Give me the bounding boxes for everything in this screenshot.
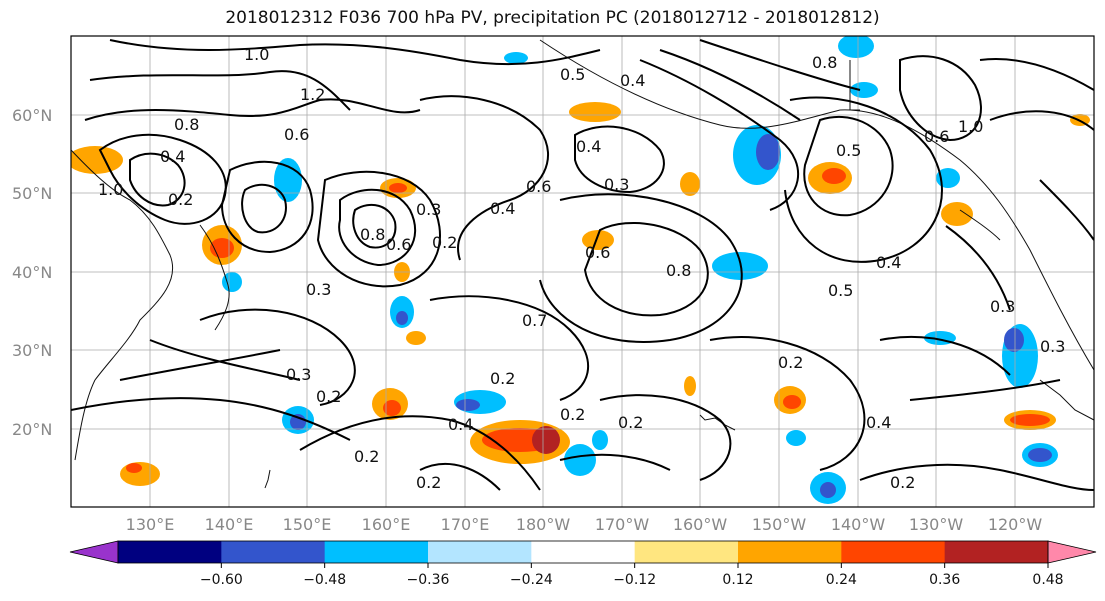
contour-label: 0.8 [174,115,199,134]
lon-label: 150°E [283,515,332,534]
contour-label: 0.6 [924,127,949,146]
contour-label: 0.2 [316,387,341,406]
contour-label: 0.3 [306,280,331,299]
colorbar-tick-label: −0.12 [613,572,656,588]
contour-label: 0.4 [876,253,901,272]
contour-label: 1.0 [958,117,983,136]
contour-labels: 1.0 1.2 0.8 0.6 0.4 0.2 1.0 0.3 0.8 0.6 … [98,45,1065,492]
contour-label: 0.2 [778,353,803,372]
contour-label: 0.2 [890,473,915,492]
contour-label: 0.2 [432,233,457,252]
contour-label: 0.5 [560,65,585,84]
colorbar-tick-label: 0.24 [826,572,857,588]
contour-label: 0.2 [618,413,643,432]
colorbar-segment [118,541,222,563]
contour-label: 1.2 [300,85,325,104]
lon-label: 120°W [988,515,1043,534]
lon-label: 150°W [752,515,807,534]
colorbar-segment [634,541,739,563]
colorbar-tick-label: −0.48 [303,572,346,588]
lat-label: 40°N [12,263,52,282]
contour-label: 0.2 [354,447,379,466]
latitude-labels: 60°N 50°N 40°N 30°N 20°N [12,106,52,439]
pv-contours [71,39,1094,491]
contour-label: 0.6 [284,125,309,144]
colorbar-segment [428,541,532,563]
lat-label: 50°N [12,184,52,203]
lat-label: 60°N [12,106,52,125]
lat-label: 30°N [12,341,52,360]
lon-label: 160°W [673,515,728,534]
colorbar-segment [841,541,946,563]
lon-label: 130°E [126,515,175,534]
contour-label: 0.5 [828,281,853,300]
contour-label: 0.2 [416,473,441,492]
contour-label: 0.2 [168,190,193,209]
map-plot-area: 1.0 1.2 0.8 0.6 0.4 0.2 1.0 0.3 0.8 0.6 … [71,36,1094,507]
contour-label: 0.3 [990,297,1015,316]
lon-label: 170°W [595,515,650,534]
contour-label: 0.4 [576,137,601,156]
colorbar-tick-label: 0.48 [1032,572,1063,588]
contour-label: 0.3 [1040,337,1065,356]
colorbar-extend-min [69,540,119,564]
contour-label: 0.5 [836,141,861,160]
colorbar-segment [944,541,1049,563]
coastlines [71,39,1094,489]
map-frame [70,35,1095,508]
colorbar-frame [117,540,1049,564]
colorbar-segment [738,541,842,563]
contour-label: 1.0 [244,45,269,64]
lon-label: 170°E [441,515,490,534]
lat-label: 20°N [12,420,52,439]
contour-label: 0.7 [522,311,547,330]
contour-label: 0.2 [560,405,585,424]
lon-label: 160°E [362,515,411,534]
contour-label: 0.8 [812,53,837,72]
colorbar-tick-label: 0.12 [722,572,753,588]
contour-label: 0.2 [490,369,515,388]
colorbar-segment [324,541,429,563]
contour-label: 0.6 [526,177,551,196]
lon-label: 140°E [205,515,254,534]
contour-label: 0.6 [585,243,610,262]
colorbar-tick-label: 0.36 [929,572,960,588]
map-title: 2018012312 F036 700 hPa PV, precipitatio… [225,8,880,28]
contour-label: 1.0 [98,180,123,199]
contour-label: 0.4 [448,415,473,434]
lon-label: 130°W [909,515,964,534]
colorbar-tick-label: −0.60 [200,572,243,588]
colorbar-extend-max [1047,540,1097,564]
colorbar-tick-label: −0.24 [510,572,553,588]
lon-label: 140°W [831,515,886,534]
contour-label: 0.6 [386,235,411,254]
contour-label: 0.8 [666,261,691,280]
contour-label: 0.8 [360,225,385,244]
lon-label: 180°W [516,515,571,534]
contour-label: 0.4 [866,413,891,432]
contour-label: 0.4 [620,71,645,90]
colorbar-tick-label: −0.36 [407,572,450,588]
contour-label: 0.3 [604,175,629,194]
longitude-labels: 130°E 140°E 150°E 160°E 170°E 180°W 170°… [126,515,1043,534]
contour-label: 0.4 [160,147,185,166]
colorbar-segment [531,541,636,563]
colorbar-segment [221,541,326,563]
contour-label: 0.4 [490,199,515,218]
colorbar: −0.60 −0.48 −0.36 −0.24 −0.12 0.12 0.24 0.36 0.4… [69,540,1097,588]
contour-label: 0.3 [416,200,441,219]
contour-label: 0.3 [286,365,311,384]
map-gridlines [71,36,1094,507]
